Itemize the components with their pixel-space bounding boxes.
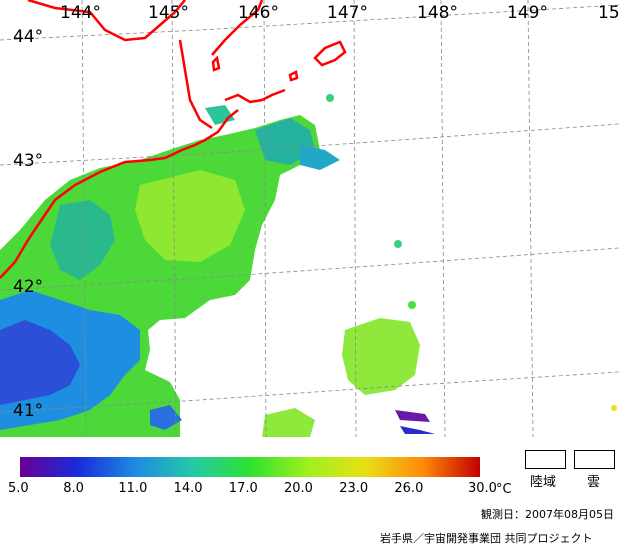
lon-label-149: 149°: [507, 3, 548, 23]
legend-tick-label: 14.0: [173, 481, 203, 496]
land-swatch: [525, 450, 566, 469]
coastline: [0, 0, 347, 279]
sea-surface-temperature-map: [0, 0, 619, 437]
legend-tick-label: 26.0: [394, 481, 424, 496]
legend-tick-label: 17.0: [228, 481, 258, 496]
temperature-color-bar: [20, 457, 480, 477]
lon-label-146: 146°: [238, 3, 279, 23]
legend-tick-label: 5.0: [8, 481, 29, 496]
cloud-swatch: [574, 450, 615, 469]
lat-label-44: 44°: [13, 27, 44, 47]
observation-date: 観測日：2007年08月05日: [481, 508, 614, 521]
legend-tick-label: 20.0: [284, 481, 313, 496]
lat-label-41: 41°: [13, 401, 44, 421]
legend-tick-label: 23.0: [339, 481, 369, 496]
legend-tick-label: 30.0: [468, 481, 497, 496]
cloud-label: 雲: [587, 475, 601, 490]
land-label: 陸域: [530, 475, 557, 490]
lon-label-144: 144°: [60, 3, 101, 23]
credit: 岩手県／宇宙開発事業団 共同プロジェクト: [380, 532, 593, 545]
lon-label-150: 15: [598, 3, 619, 23]
legend-tick-label: 11.0: [118, 481, 148, 496]
temperature-unit: °C: [496, 482, 512, 497]
lon-label-145: 145°: [148, 3, 189, 23]
lon-label-147: 147°: [327, 3, 368, 23]
graticule: [0, 0, 619, 437]
lat-label-43: 43°: [13, 151, 44, 171]
lat-label-42: 42°: [13, 277, 44, 297]
lon-label-148: 148°: [417, 3, 458, 23]
legend-tick-label: 8.0: [63, 481, 84, 496]
sst-data-layer: [0, 94, 617, 437]
